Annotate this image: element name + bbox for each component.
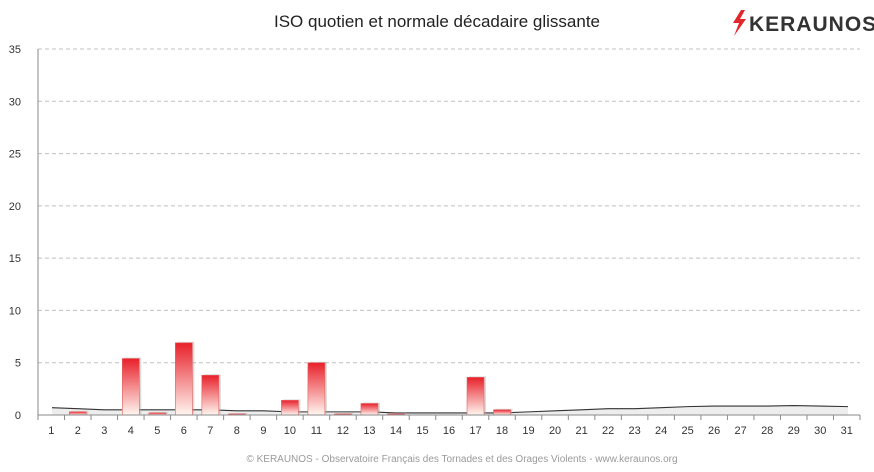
x-tick-label: 5 — [154, 425, 160, 437]
x-tick-label: 12 — [337, 425, 349, 437]
bar — [466, 377, 485, 416]
y-tick-label: 30 — [9, 96, 21, 108]
x-tick-label: 11 — [311, 425, 322, 437]
y-tick-labels: 0 5 10 15 20 25 30 35 — [9, 44, 21, 422]
x-tick-label: 6 — [181, 425, 187, 437]
bar — [281, 400, 299, 416]
x-tick-label: 26 — [708, 425, 720, 437]
x-tick-label: 17 — [469, 425, 481, 437]
x-tick-label: 7 — [207, 425, 213, 437]
x-tick-label: 13 — [363, 425, 375, 437]
axes — [37, 49, 861, 420]
x-tick-label: 9 — [260, 425, 266, 437]
logo: KERAUNOS — [733, 10, 874, 36]
y-tick-label: 25 — [9, 149, 21, 161]
bar — [122, 358, 140, 416]
grid-lines — [38, 48, 860, 364]
x-tick-label: 18 — [496, 425, 508, 437]
x-tick-label: 31 — [841, 425, 853, 437]
bar-shadow — [389, 412, 407, 414]
x-tick-label: 30 — [814, 425, 826, 437]
x-tick-label: 19 — [522, 425, 534, 437]
y-tick-label: 20 — [9, 201, 21, 213]
bar-series — [68, 341, 513, 416]
x-tick-label: 23 — [628, 425, 640, 437]
x-tick-label: 3 — [101, 425, 107, 437]
x-tick-label: 15 — [416, 425, 428, 437]
bar — [175, 342, 193, 416]
credit-text: © KERAUNOS - Observatoire Français des T… — [246, 454, 677, 465]
lightning-bolt-icon — [733, 10, 746, 36]
chart-title: ISO quotien et normale décadaire glissan… — [274, 12, 600, 31]
x-tick-label: 20 — [549, 425, 561, 437]
bar — [493, 409, 511, 416]
y-tick-label: 10 — [9, 305, 21, 317]
x-tick-label: 1 — [48, 425, 54, 437]
x-tick-label: 29 — [788, 425, 800, 437]
x-tick-labels: 1 2 3 4 5 6 7 8 9 10 11 12 13 14 15 16 17 18 19 20 21 22 23 24 2… — [48, 425, 853, 437]
logo-text: KERAUNOS — [749, 13, 874, 36]
bar — [201, 374, 220, 416]
normal-area-fill — [52, 405, 848, 415]
y-tick-label: 15 — [9, 253, 21, 265]
bar-shadow — [336, 412, 354, 414]
x-tick-label: 28 — [761, 425, 773, 437]
y-tick-label: 35 — [9, 44, 21, 56]
normal-area — [51, 405, 849, 415]
bar-shadow — [230, 412, 248, 414]
x-tick-label: 10 — [284, 425, 296, 437]
x-tick-label: 27 — [735, 425, 747, 437]
x-tick-label: 24 — [655, 425, 667, 437]
y-tick-label: 5 — [15, 358, 21, 370]
x-tick-label: 4 — [128, 425, 134, 437]
x-tick-label: 14 — [390, 425, 402, 437]
bar — [307, 362, 326, 416]
x-tick-label: 21 — [575, 425, 587, 437]
x-tick-label: 2 — [75, 425, 81, 437]
x-tick-label: 25 — [682, 425, 694, 437]
x-tick-label: 22 — [602, 425, 614, 437]
x-tick-label: 8 — [234, 425, 240, 437]
y-tick-label: 0 — [15, 410, 21, 422]
bar — [360, 403, 379, 416]
x-tick-label: 16 — [443, 425, 455, 437]
